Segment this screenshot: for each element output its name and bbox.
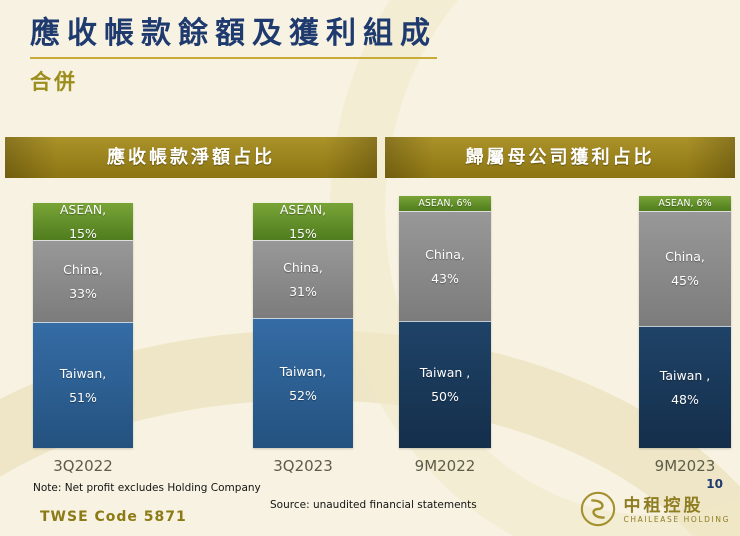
ticker-label: TWSE Code 5871 xyxy=(40,509,187,525)
bar-group-3q2023: ASEAN, 15% China, 31% Taiwan, 52% xyxy=(253,203,353,478)
bar-group-9m2022: ASEAN, 6% China, 43% Taiwan , 50% xyxy=(399,196,491,478)
category-label: 3Q2022 xyxy=(53,457,113,475)
bar-segment-asean: ASEAN, 6% xyxy=(399,196,491,212)
segment-label: ASEAN, 6% xyxy=(658,198,712,210)
logo-name-en: CHAILEASE HOLDING xyxy=(623,515,730,525)
logo-name-zh: 中租控股 xyxy=(623,495,704,516)
chart-receivables: ASEAN, 15% China, 33% Taiwan, 51% xyxy=(5,178,377,478)
bar-group-9m2023: ASEAN, 6% China, 45% Taiwan , 48% xyxy=(639,196,731,478)
page-subtitle: 合併 xyxy=(30,70,78,94)
panel-profit: 歸屬母公司獲利占比 ASEAN, 6% China, 43% xyxy=(385,137,735,478)
segment-label: Taiwan , xyxy=(419,365,471,381)
segment-value: 48% xyxy=(671,391,699,407)
section-header-profit: 歸屬母公司獲利占比 xyxy=(385,137,735,178)
bar-segment-asean: ASEAN, 15% xyxy=(253,203,353,241)
segment-label: ASEAN, xyxy=(59,203,107,217)
segment-value: 52% xyxy=(289,388,317,404)
bar-segment-asean: ASEAN, 6% xyxy=(639,196,731,212)
bar-segment-china: China, 43% xyxy=(399,211,491,321)
category-label: 9M2023 xyxy=(654,457,716,475)
stacked-bar: ASEAN, 15% China, 33% Taiwan, 51% xyxy=(33,203,133,448)
source-note: Source: unaudited financial statements xyxy=(270,499,477,511)
section-header-receivables: 應收帳款淨額占比 xyxy=(5,137,377,178)
segment-label: ASEAN, xyxy=(279,203,327,218)
segment-value: 50% xyxy=(431,389,459,405)
stacked-bar: ASEAN, 6% China, 43% Taiwan , 50% xyxy=(399,196,491,448)
slide-header: 應收帳款餘額及獲利組成 合併 xyxy=(0,0,740,96)
panel-receivables: 應收帳款淨額占比 ASEAN, 15% China, 33% xyxy=(5,137,377,478)
chailease-logo-icon xyxy=(579,490,617,532)
bar-segment-china: China, 31% xyxy=(253,240,353,319)
segment-value: 15% xyxy=(69,225,97,240)
segment-label: China, xyxy=(425,246,465,262)
segment-label: Taiwan, xyxy=(59,365,107,381)
bar-segment-china: China, 33% xyxy=(33,239,133,322)
page-number: 10 xyxy=(706,477,723,491)
segment-label: Taiwan , xyxy=(659,367,711,383)
bar-segment-taiwan: Taiwan , 48% xyxy=(639,325,731,449)
bar-segment-taiwan: Taiwan , 50% xyxy=(399,320,491,448)
category-label: 9M2022 xyxy=(414,457,476,475)
stacked-bar: ASEAN, 6% China, 45% Taiwan , 48% xyxy=(639,196,731,449)
bar-segment-taiwan: Taiwan, 51% xyxy=(33,321,133,448)
segment-value: 15% xyxy=(289,226,317,241)
segment-label: Taiwan, xyxy=(279,364,327,380)
segment-value: 45% xyxy=(671,273,699,289)
logo-text: 中租控股 CHAILEASE HOLDING xyxy=(623,495,730,525)
category-label: 3Q2023 xyxy=(273,457,333,475)
bar-group-3q2022: ASEAN, 15% China, 33% Taiwan, 51% xyxy=(33,203,133,478)
segment-value: 31% xyxy=(289,284,317,300)
segment-value: 43% xyxy=(431,270,459,286)
segment-label: ASEAN, 6% xyxy=(418,198,472,210)
stacked-bar: ASEAN, 15% China, 31% Taiwan, 52% xyxy=(253,203,353,448)
chart-profit: ASEAN, 6% China, 43% Taiwan , 50% xyxy=(385,178,735,478)
chart-panels: 應收帳款淨額占比 ASEAN, 15% China, 33% xyxy=(5,137,735,478)
bar-segment-taiwan: Taiwan, 52% xyxy=(253,318,353,448)
segment-label: China, xyxy=(63,261,103,277)
segment-value: 33% xyxy=(69,285,97,301)
footnote: Note: Net profit excludes Holding Compan… xyxy=(33,482,261,494)
segment-value: 51% xyxy=(69,389,97,405)
segment-label: China, xyxy=(283,260,323,276)
company-logo: 中租控股 CHAILEASE HOLDING xyxy=(579,490,730,532)
bar-segment-asean: ASEAN, 15% xyxy=(33,203,133,240)
bar-segment-china: China, 45% xyxy=(639,211,731,326)
segment-label: China, xyxy=(665,249,705,265)
page-title: 應收帳款餘額及獲利組成 xyxy=(30,8,437,59)
